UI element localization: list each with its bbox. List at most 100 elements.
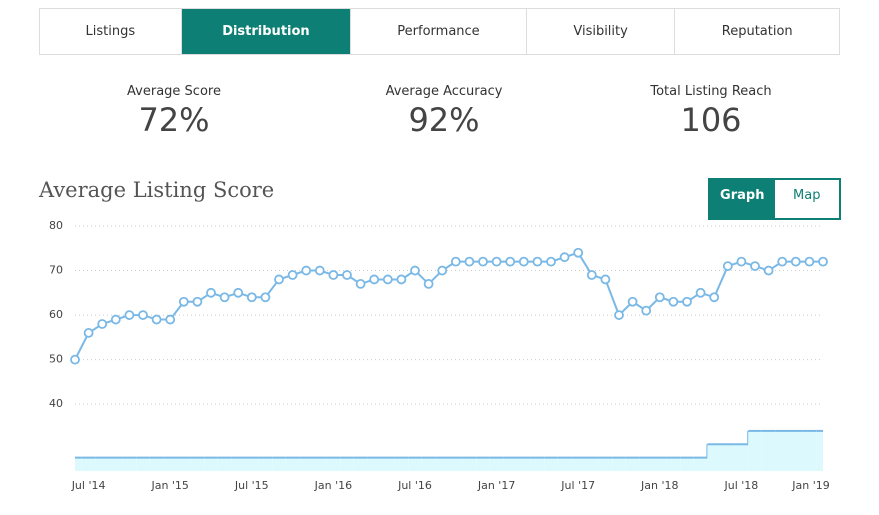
area-step	[217, 457, 232, 471]
x-tick-label: Jan '16	[314, 479, 352, 492]
area-step	[666, 457, 681, 471]
area-step	[816, 430, 823, 471]
point	[818, 256, 828, 267]
point	[559, 252, 570, 263]
area-step	[313, 457, 327, 471]
area-step	[544, 457, 558, 471]
x-tick-label: Jul '18	[724, 479, 759, 492]
point	[682, 296, 692, 307]
point	[70, 354, 80, 365]
point	[586, 270, 597, 280]
x-tick-label: Jan '15	[150, 479, 188, 492]
point	[151, 314, 162, 325]
point	[206, 287, 216, 298]
point	[328, 270, 339, 280]
point	[654, 292, 665, 303]
point	[736, 256, 747, 267]
point	[178, 296, 189, 307]
point	[668, 296, 679, 307]
area-step	[95, 457, 109, 471]
area-step	[177, 457, 191, 471]
point	[138, 310, 148, 320]
area-step	[258, 457, 273, 471]
y-tick-label: 40	[49, 397, 63, 410]
point	[777, 256, 788, 267]
area-step	[231, 457, 245, 471]
stat-value: 92%	[408, 101, 480, 139]
line	[74, 251, 823, 361]
stat: Total Listing Reach 106	[591, 84, 831, 139]
area-step	[761, 430, 776, 471]
area-step	[707, 444, 721, 471]
area-step	[653, 457, 667, 471]
x-tick-label: Jul '16	[397, 479, 432, 492]
area-step	[462, 457, 477, 471]
chart-title: Average Listing Score	[39, 178, 275, 202]
area-step	[326, 457, 341, 471]
y-tick-label: 70	[49, 264, 63, 277]
point	[641, 305, 652, 316]
point	[722, 261, 733, 271]
point	[301, 265, 312, 276]
point	[750, 261, 760, 271]
toggle-option[interactable]: Map	[793, 187, 821, 203]
area-step	[680, 457, 694, 471]
point	[627, 296, 638, 307]
point	[518, 256, 529, 267]
stat-label: Average Accuracy	[385, 84, 503, 99]
point	[233, 287, 244, 298]
tab[interactable]: Reputation	[721, 24, 793, 39]
tab[interactable]: Visibility	[527, 9, 676, 54]
area-step	[789, 430, 803, 471]
point	[369, 274, 380, 285]
point	[410, 265, 420, 276]
x-tick-label: Jul '17	[560, 479, 595, 492]
stat-value: 72%	[138, 101, 210, 139]
stat: Average Score 72%	[54, 84, 294, 139]
point	[464, 256, 475, 267]
point	[165, 314, 176, 325]
point	[614, 310, 624, 320]
area-step	[625, 457, 640, 471]
area-step	[734, 444, 749, 471]
area-step	[122, 457, 137, 471]
point	[505, 256, 516, 267]
area-step	[748, 430, 762, 471]
x-tick-label: Jan '17	[477, 479, 515, 492]
area-step	[421, 457, 436, 471]
area-step	[517, 457, 531, 471]
tab[interactable]: Performance	[351, 9, 527, 54]
point	[763, 265, 774, 276]
area-step	[775, 430, 789, 471]
area-step	[408, 457, 422, 471]
stat: Average Accuracy 92%	[324, 84, 564, 139]
point	[491, 256, 502, 267]
area-step	[163, 457, 177, 471]
x-tick-label: Jan '18	[640, 479, 678, 492]
toggle-option[interactable]: Graph	[710, 180, 775, 218]
point	[695, 287, 706, 298]
point	[97, 319, 108, 329]
tab[interactable]: Distribution	[181, 9, 352, 54]
y-tick-label: 50	[49, 353, 63, 366]
point	[532, 256, 543, 267]
area-step	[204, 457, 218, 471]
point	[260, 292, 271, 303]
area-step	[109, 457, 123, 471]
point	[790, 256, 801, 267]
area-step	[272, 457, 286, 471]
point	[804, 256, 815, 267]
area-step	[489, 457, 504, 471]
point	[709, 292, 720, 303]
area-step	[367, 457, 381, 471]
point	[83, 328, 94, 338]
point	[437, 265, 448, 276]
area-step	[585, 457, 599, 471]
area-step	[612, 457, 626, 471]
area-step	[802, 430, 817, 471]
stat-label: Total Listing Reach	[650, 84, 772, 99]
point	[382, 274, 393, 285]
tab[interactable]: Listings	[40, 9, 182, 54]
point	[219, 292, 230, 303]
